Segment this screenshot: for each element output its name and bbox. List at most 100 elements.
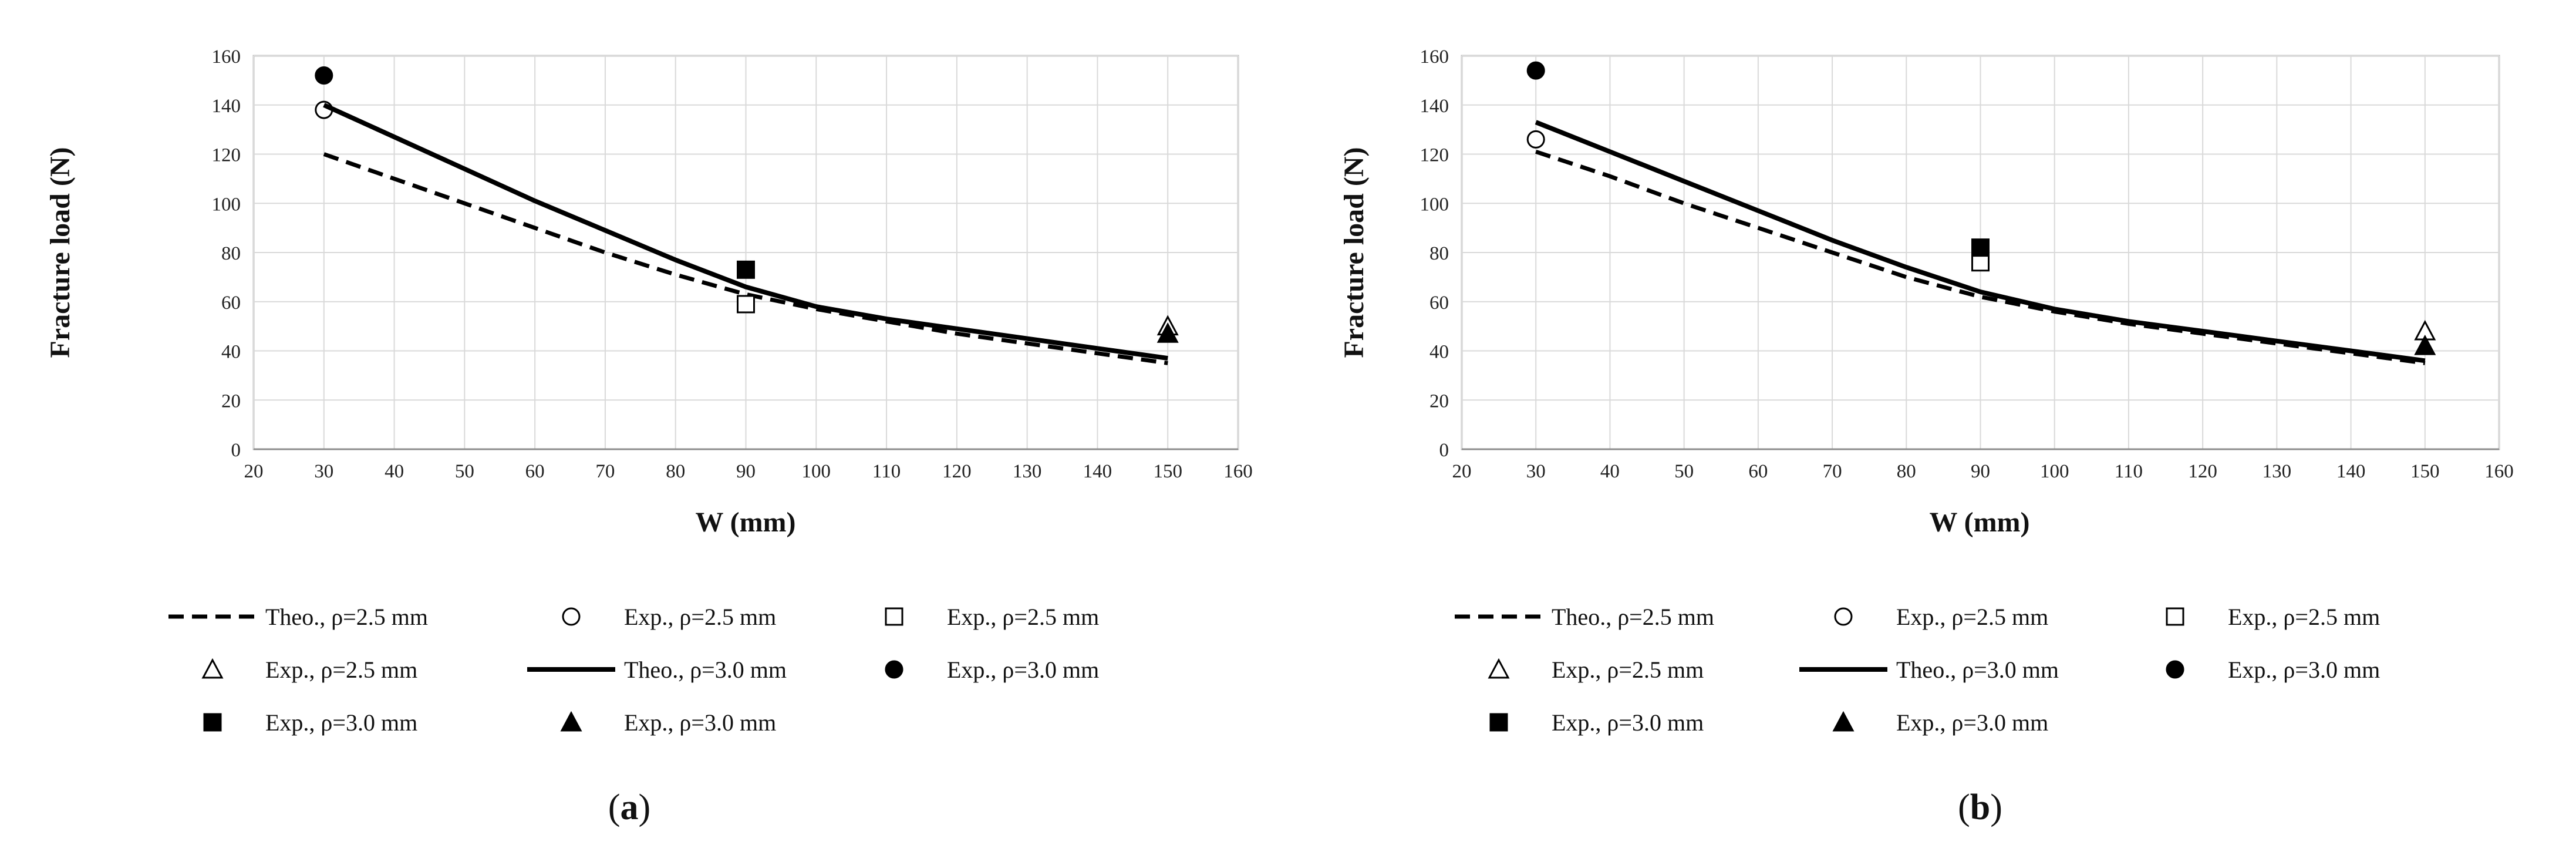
legend-item: Exp., ρ=3.0 mm bbox=[560, 709, 776, 736]
x-axis-title: W (mm) bbox=[695, 507, 795, 538]
x-tick-label: 110 bbox=[872, 461, 901, 482]
x-tick-label: 20 bbox=[1452, 461, 1472, 482]
data-point-square-open bbox=[1971, 253, 1990, 272]
x-tick-label: 90 bbox=[736, 461, 756, 482]
y-tick-label: 80 bbox=[221, 243, 241, 264]
legend-item: Exp., ρ=3.0 mm bbox=[203, 709, 417, 736]
x-tick-label: 40 bbox=[385, 461, 404, 482]
legend-label: Theo., ρ=3.0 mm bbox=[624, 657, 787, 683]
legend-label: Exp., ρ=3.0 mm bbox=[947, 657, 1099, 683]
x-tick-label: 70 bbox=[1823, 461, 1842, 482]
x-tick-label: 150 bbox=[1153, 461, 1182, 482]
x-tick-label: 160 bbox=[2484, 461, 2514, 482]
data-point-square-filled bbox=[737, 260, 755, 279]
y-axis-title: Fracture load (N) bbox=[45, 147, 76, 358]
x-tick-label: 130 bbox=[1013, 461, 1042, 482]
y-tick-label: 120 bbox=[212, 145, 241, 166]
legend-label: Exp., ρ=3.0 mm bbox=[624, 709, 776, 736]
legend-swatch-marker bbox=[1489, 713, 1508, 732]
y-tick-label: 60 bbox=[221, 292, 241, 314]
legend-item: Exp., ρ=3.0 mm bbox=[885, 657, 1099, 683]
legend-item: Theo., ρ=3.0 mm bbox=[1799, 657, 2059, 683]
legend-label: Theo., ρ=2.5 mm bbox=[1552, 604, 1714, 630]
data-point-triangle-filled bbox=[1156, 322, 1179, 343]
series-line-theo-3-0 bbox=[1535, 120, 2426, 363]
legend-item: Theo., ρ=2.5 mm bbox=[1455, 604, 1714, 630]
y-tick-label: 140 bbox=[212, 96, 241, 117]
legend-item: Exp., ρ=2.5 mm bbox=[1488, 657, 1704, 683]
y-tick-label: 40 bbox=[1429, 342, 1449, 363]
data-point-square-filled bbox=[1971, 238, 1990, 257]
x-tick-label: 160 bbox=[1223, 461, 1253, 482]
y-tick-label: 0 bbox=[231, 440, 241, 461]
series-line-theo-2-5 bbox=[323, 152, 1168, 365]
y-tick-label: 120 bbox=[1420, 145, 1449, 166]
legend-swatch-marker bbox=[201, 658, 224, 679]
legend-item: Exp., ρ=2.5 mm bbox=[201, 657, 417, 683]
legend-item: Exp., ρ=2.5 mm bbox=[562, 604, 776, 630]
x-tick-label: 60 bbox=[525, 461, 545, 482]
x-tick-label: 140 bbox=[1083, 461, 1112, 482]
legend-item: Exp., ρ=3.0 mm bbox=[2166, 657, 2380, 683]
x-tick-label: 150 bbox=[2410, 461, 2440, 482]
legend-label: Exp., ρ=2.5 mm bbox=[265, 657, 417, 683]
y-tick-label: 20 bbox=[221, 391, 241, 412]
data-point-circle-open bbox=[1526, 130, 1545, 149]
y-tick-label: 140 bbox=[1420, 96, 1449, 117]
legend-swatch-marker bbox=[885, 607, 903, 626]
x-tick-label: 30 bbox=[1526, 461, 1546, 482]
legend-item: Exp., ρ=2.5 mm bbox=[1834, 604, 2048, 630]
legend-label: Exp., ρ=2.5 mm bbox=[1552, 657, 1704, 683]
y-tick-label: 100 bbox=[1420, 194, 1449, 215]
y-tick-label: 40 bbox=[221, 342, 241, 363]
legend-label: Exp., ρ=3.0 mm bbox=[265, 709, 417, 736]
legend-item: Theo., ρ=2.5 mm bbox=[168, 604, 428, 630]
x-tick-label: 90 bbox=[1971, 461, 1990, 482]
x-tick-label: 20 bbox=[244, 461, 264, 482]
legend-swatch-marker bbox=[1488, 658, 1510, 679]
x-tick-label: 120 bbox=[942, 461, 972, 482]
data-point-square-open bbox=[737, 295, 755, 314]
panel-label: (b) bbox=[1958, 787, 2002, 827]
x-tick-label: 140 bbox=[2336, 461, 2366, 482]
legend-swatch-marker bbox=[1834, 607, 1853, 626]
x-tick-label: 120 bbox=[2188, 461, 2217, 482]
legend-label: Exp., ρ=3.0 mm bbox=[1552, 709, 1704, 736]
legend-swatch-marker bbox=[1832, 711, 1855, 732]
legend-swatch-marker bbox=[2166, 607, 2184, 626]
chart-panel-b: 20 30 40 50 60 70 80 90 100 110 120 130 140 150 160020… bbox=[1338, 46, 2514, 827]
x-tick-label: 60 bbox=[1748, 461, 1768, 482]
x-tick-label: 50 bbox=[455, 461, 474, 482]
y-tick-label: 80 bbox=[1429, 243, 1449, 264]
legend-label: Exp., ρ=3.0 mm bbox=[1896, 709, 2048, 736]
y-tick-label: 0 bbox=[1439, 440, 1449, 461]
legend-item: Exp., ρ=3.0 mm bbox=[1489, 709, 1704, 736]
legend-item: Exp., ρ=2.5 mm bbox=[2166, 604, 2380, 630]
x-tick-label: 30 bbox=[314, 461, 333, 482]
legend-label: Theo., ρ=2.5 mm bbox=[265, 604, 428, 630]
x-tick-label: 80 bbox=[666, 461, 685, 482]
x-tick-label: 40 bbox=[1600, 461, 1620, 482]
legend-item: Exp., ρ=2.5 mm bbox=[885, 604, 1099, 630]
x-axis-title: W (mm) bbox=[1929, 507, 2029, 538]
x-tick-label: 100 bbox=[2040, 461, 2069, 482]
legend-swatch-marker bbox=[560, 711, 582, 732]
y-tick-label: 60 bbox=[1429, 292, 1449, 314]
y-tick-label: 160 bbox=[1420, 46, 1449, 68]
y-tick-label: 160 bbox=[212, 46, 241, 68]
y-tick-label: 100 bbox=[212, 194, 241, 215]
legend-swatch-marker bbox=[562, 607, 581, 626]
data-point-triangle-filled bbox=[2414, 334, 2436, 355]
x-tick-label: 70 bbox=[595, 461, 615, 482]
legend-item: Exp., ρ=3.0 mm bbox=[1832, 709, 2048, 736]
x-tick-label: 110 bbox=[2115, 461, 2143, 482]
y-axis-title: Fracture load (N) bbox=[1338, 147, 1370, 358]
legend-label: Theo., ρ=3.0 mm bbox=[1896, 657, 2059, 683]
legend-label: Exp., ρ=2.5 mm bbox=[1896, 604, 2048, 630]
legend-label: Exp., ρ=2.5 mm bbox=[2228, 604, 2380, 630]
legend-label: Exp., ρ=3.0 mm bbox=[2228, 657, 2380, 683]
data-point-circle-filled bbox=[1526, 61, 1545, 80]
legend-item: Theo., ρ=3.0 mm bbox=[527, 657, 787, 683]
x-tick-label: 130 bbox=[2263, 461, 2292, 482]
